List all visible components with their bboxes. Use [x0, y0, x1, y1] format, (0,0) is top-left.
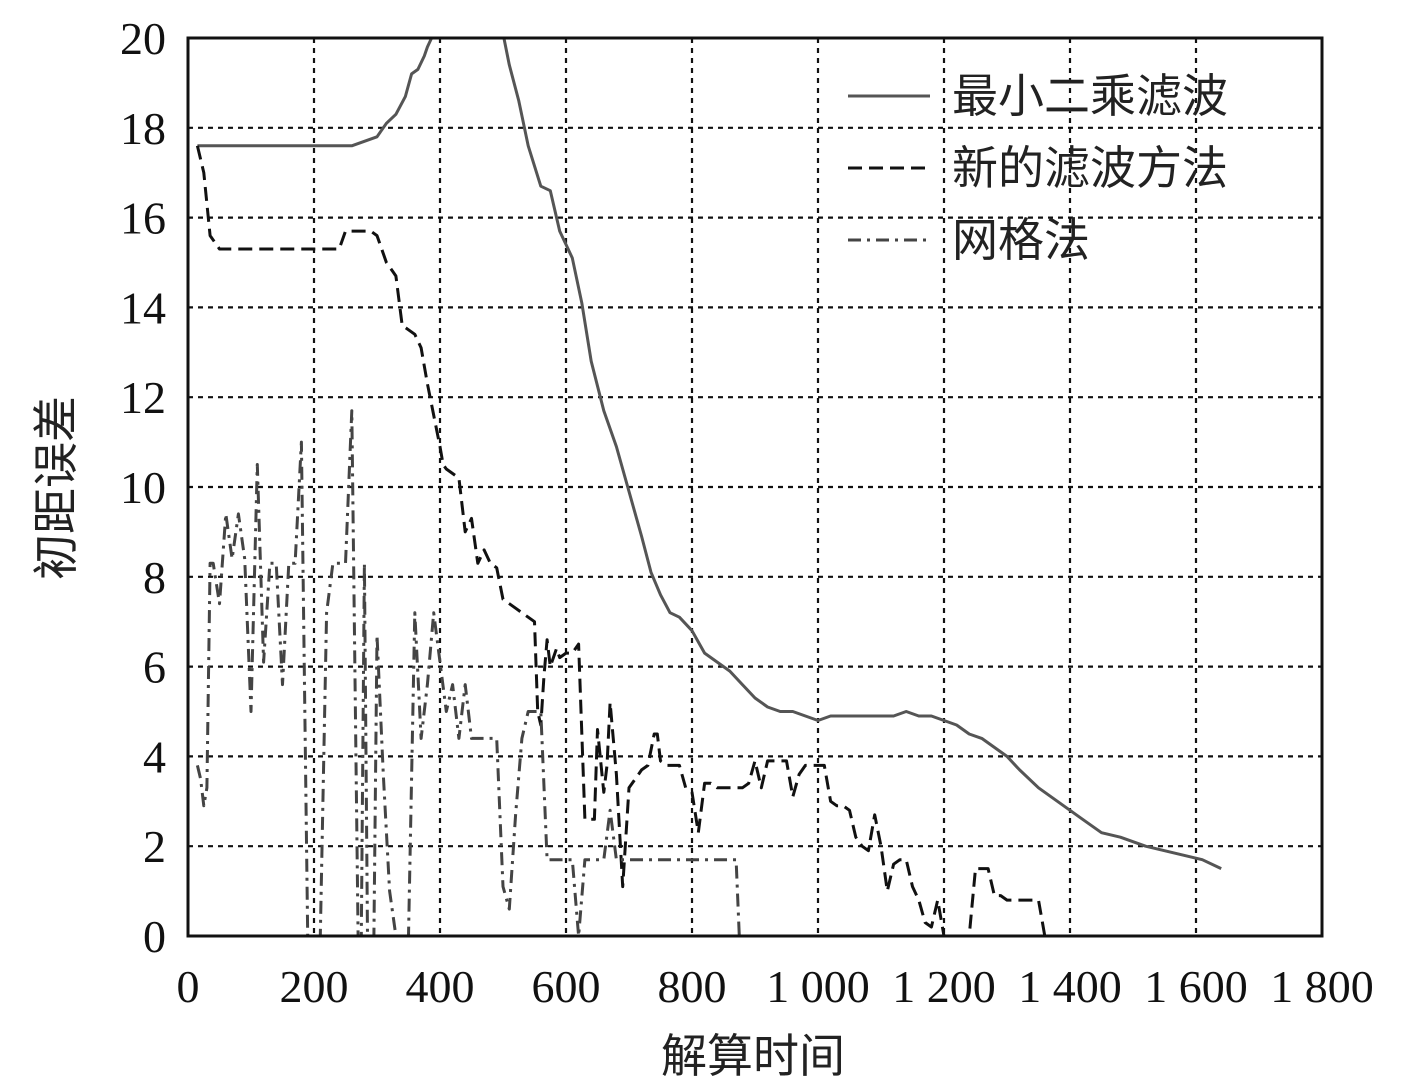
y-tick-label: 8	[143, 552, 166, 603]
y-tick-label: 12	[120, 372, 166, 423]
x-tick-label: 1 000	[766, 961, 870, 1012]
x-tick-label: 0	[177, 961, 200, 1012]
series-line-3	[195, 409, 741, 936]
x-tick-label: 1 800	[1270, 961, 1374, 1012]
series-line-1	[197, 38, 1222, 870]
y-tick-label: 10	[120, 462, 166, 513]
legend-label-3: 网格法	[952, 213, 1090, 267]
y-tick-label: 4	[143, 731, 166, 782]
y-tick-label: 18	[120, 103, 166, 154]
legend-label-1: 最小二乘滤波	[952, 69, 1228, 123]
grid	[188, 38, 1322, 936]
series-line-2	[195, 145, 1102, 936]
y-tick-label: 2	[143, 821, 166, 872]
x-tick-label: 1 400	[1018, 961, 1122, 1012]
tick-labels: 0 200 400 600 800 1 000 1 200 1 400 1 600 1 800 0 2…	[120, 13, 1374, 1012]
legend-label-2: 新的滤波方法	[952, 141, 1228, 195]
x-tick-label: 1 200	[892, 961, 996, 1012]
x-tick-label: 200	[280, 961, 349, 1012]
series-lines	[195, 38, 1222, 936]
y-tick-label: 16	[120, 193, 166, 244]
x-tick-label: 400	[406, 961, 475, 1012]
y-tick-label: 0	[143, 911, 166, 962]
plot-frame	[186, 36, 1324, 938]
x-tick-label: 1 600	[1144, 961, 1248, 1012]
y-axis-title: 初距误差	[29, 396, 83, 580]
y-tick-label: 20	[120, 13, 166, 64]
y-tick-label: 6	[143, 642, 166, 693]
x-tick-label: 800	[658, 961, 727, 1012]
y-tick-label: 14	[120, 282, 166, 333]
x-axis-title: 解算时间	[661, 1029, 845, 1083]
x-tick-label: 600	[532, 961, 601, 1012]
